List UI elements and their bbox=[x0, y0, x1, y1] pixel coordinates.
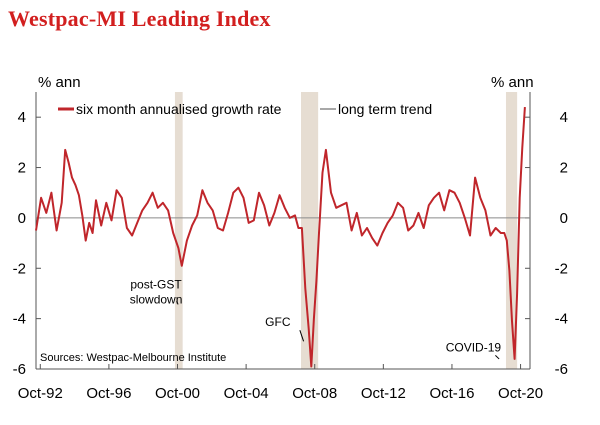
y-tick-label-left: 4 bbox=[18, 109, 26, 126]
x-tick-label: Oct-08 bbox=[292, 385, 337, 402]
y-tick-label-right: -2 bbox=[555, 260, 568, 277]
annotation-label-3: COVID-19 bbox=[446, 340, 502, 354]
unit-label-left: % ann bbox=[38, 74, 81, 91]
chart-title: Westpac-MI Leading Index bbox=[8, 6, 271, 31]
x-tick-label: Oct-12 bbox=[361, 385, 406, 402]
x-tick-label: Oct-92 bbox=[18, 385, 63, 402]
shaded-period-2 bbox=[505, 92, 518, 369]
y-tick-label-right: 2 bbox=[560, 160, 568, 177]
y-tick-label-left: -2 bbox=[13, 260, 26, 277]
y-tick-label-left: 2 bbox=[18, 160, 26, 177]
annotation-pointer-2 bbox=[299, 330, 305, 342]
annotation-pointer-3 bbox=[495, 355, 500, 360]
unit-label-right: % ann bbox=[491, 74, 534, 91]
y-tick-label-left: -4 bbox=[13, 311, 26, 328]
y-tick-label-left: 0 bbox=[18, 210, 26, 227]
source-note: Sources: Westpac-Melbourne Institute bbox=[40, 352, 226, 364]
legend-label-trend: long term trend bbox=[338, 101, 432, 117]
annotation-label-0: post-GST bbox=[130, 277, 182, 291]
annotation-label-1: slowdown bbox=[130, 293, 183, 307]
series-line-0 bbox=[35, 107, 526, 368]
x-tick-label: Oct-20 bbox=[498, 385, 543, 402]
shaded-period-0 bbox=[174, 92, 183, 369]
x-tick-label: Oct-96 bbox=[86, 385, 131, 402]
y-tick-label-left: -6 bbox=[13, 361, 26, 378]
y-tick-label-right: -4 bbox=[555, 311, 568, 328]
y-tick-label-right: 4 bbox=[560, 109, 568, 126]
x-tick-label: Oct-00 bbox=[155, 385, 200, 402]
y-tick-label-right: -6 bbox=[555, 361, 568, 378]
x-tick-label: Oct-04 bbox=[224, 385, 269, 402]
x-tick-label: Oct-16 bbox=[429, 385, 474, 402]
annotation-pointer-0 bbox=[176, 300, 179, 305]
legend-label-growth: six month annualised growth rate bbox=[76, 101, 282, 117]
annotation-label-2: GFC bbox=[265, 315, 291, 329]
legend: six month annualised growth rate long te… bbox=[58, 101, 432, 117]
y-tick-label-right: 0 bbox=[560, 210, 568, 227]
